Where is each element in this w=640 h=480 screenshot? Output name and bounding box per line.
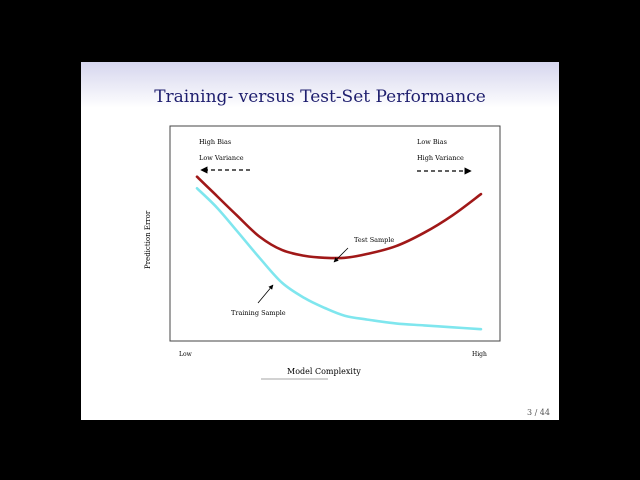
test-sample-curve xyxy=(195,175,483,260)
y-axis-label: Prediction Error xyxy=(144,210,152,269)
x-axis-label: Model Complexity xyxy=(287,367,361,376)
slide: Training- versus Test-Set Performance Hi… xyxy=(81,62,559,420)
plot-frame xyxy=(169,125,501,342)
annotation-low-bias: Low Bias xyxy=(417,138,447,146)
x-tick-high: High xyxy=(472,351,487,358)
annotation-high-variance: High Variance xyxy=(417,154,464,162)
annotation-high-bias: High Bias xyxy=(199,138,231,146)
slide-header xyxy=(81,62,559,108)
annotation-low-variance: Low Variance xyxy=(199,154,244,162)
page-number: 3 / 44 xyxy=(526,408,550,417)
test-sample-label: Test Sample xyxy=(354,236,394,244)
training-sample-label: Training Sample xyxy=(231,309,286,317)
slide-title: Training- versus Test-Set Performance xyxy=(154,87,486,107)
training-sample-curve xyxy=(195,187,483,331)
x-tick-low: Low xyxy=(179,351,193,358)
training-sample-pointer xyxy=(257,284,274,304)
test-sample-pointer xyxy=(333,247,349,263)
bias-variance-chart: High Bias Low Variance Low Bias High Var… xyxy=(144,125,501,380)
